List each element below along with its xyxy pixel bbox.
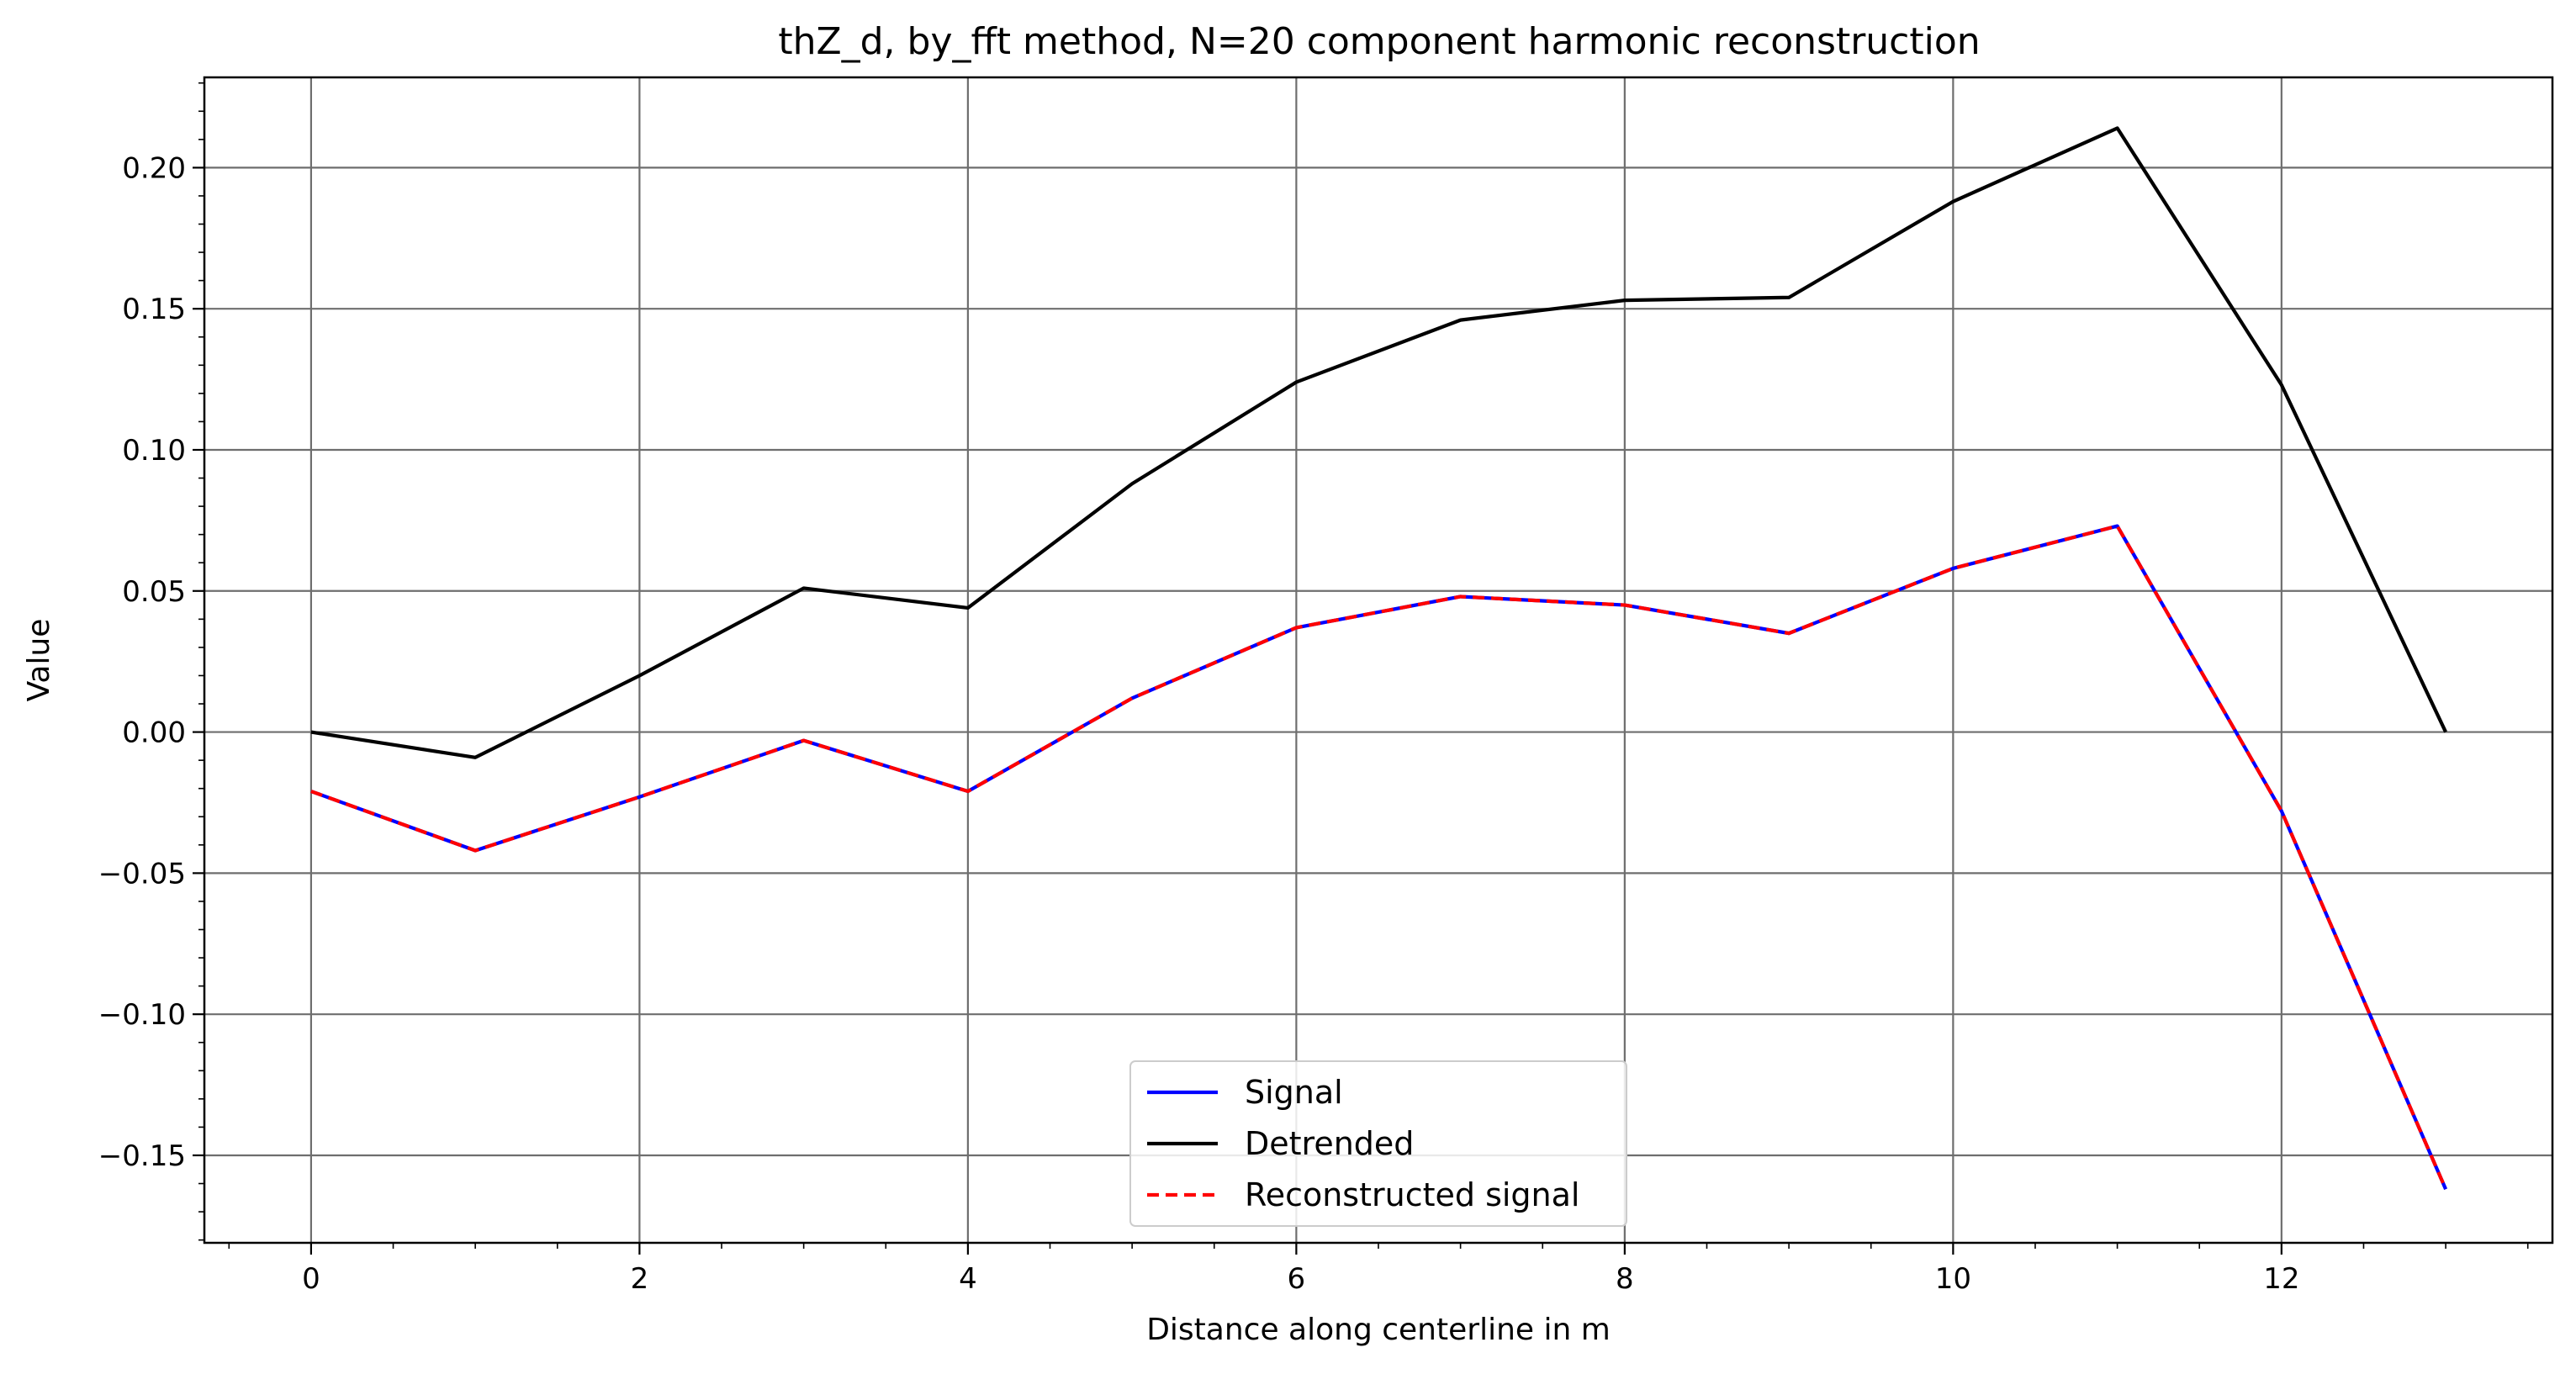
grid xyxy=(204,77,2552,1243)
y-tick-label: −0.05 xyxy=(98,857,186,890)
y-tick-label: 0.20 xyxy=(122,151,186,185)
x-tick-label: 4 xyxy=(959,1262,977,1296)
x-tick-label: 6 xyxy=(1288,1262,1306,1296)
y-tick-label: 0.15 xyxy=(122,293,186,326)
legend-label: Signal xyxy=(1245,1074,1343,1111)
x-tick-label: 8 xyxy=(1616,1262,1634,1296)
x-tick-label: 12 xyxy=(2263,1262,2299,1296)
y-axis: −0.15 −0.10 −0.05 0.00 0.05 0.10 0.15 0.20 xyxy=(98,82,204,1241)
x-tick-label: 0 xyxy=(302,1262,320,1296)
chart-title: thZ_d, by_fft method, N=20 component har… xyxy=(778,20,1980,63)
y-tick-label: 0.10 xyxy=(122,434,186,468)
y-tick-label: 0.00 xyxy=(122,716,186,750)
legend: Signal Detrended Reconstructed signal xyxy=(1129,1060,1627,1227)
legend-label: Reconstructed signal xyxy=(1245,1176,1579,1213)
legend-label: Detrended xyxy=(1245,1125,1414,1162)
x-axis: 0 2 4 6 8 10 12 xyxy=(228,1243,2529,1296)
plot-series xyxy=(310,126,2448,1191)
series-line-detrended xyxy=(310,126,2447,759)
y-tick-label: −0.10 xyxy=(98,998,186,1032)
legend-box xyxy=(1129,1060,1627,1227)
x-tick-label: 2 xyxy=(631,1262,649,1296)
y-tick-label: 0.05 xyxy=(122,575,186,609)
y-axis-label: Value xyxy=(22,619,56,702)
y-tick-label: −0.15 xyxy=(98,1139,186,1173)
series-line-reconstructed-signal xyxy=(310,524,2448,1191)
x-tick-label: 10 xyxy=(1935,1262,1971,1296)
x-axis-label: Distance along centerline in m xyxy=(1146,1313,1611,1347)
